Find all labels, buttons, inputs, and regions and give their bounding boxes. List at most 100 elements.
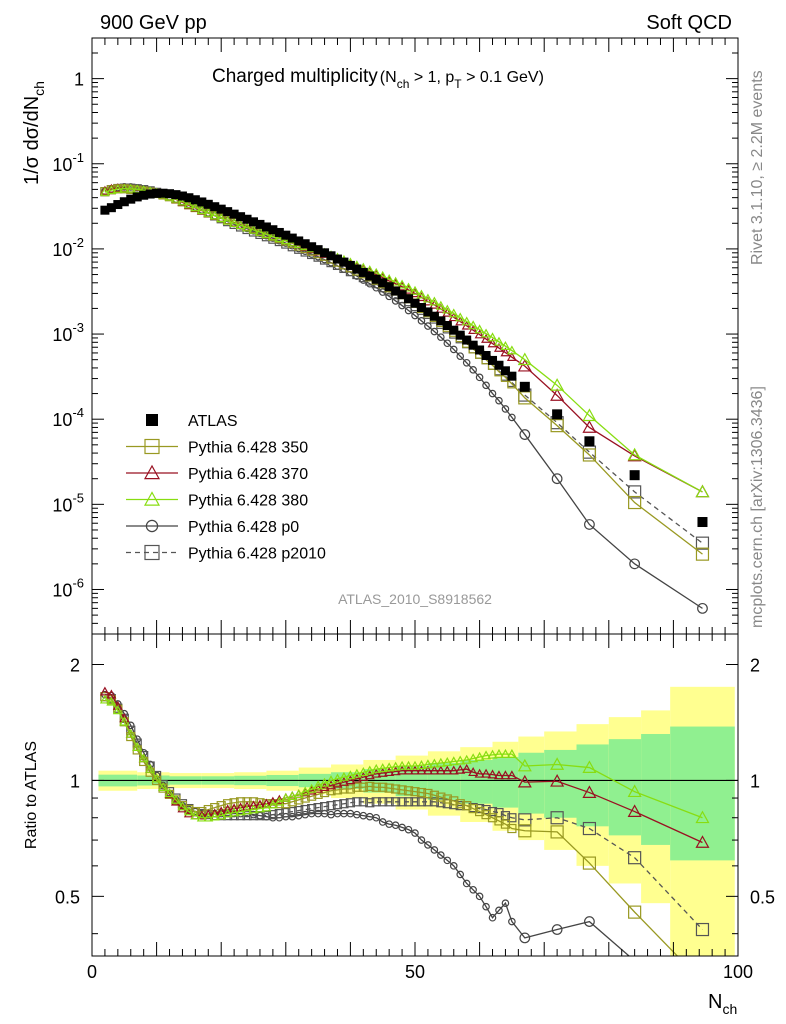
data-point xyxy=(254,226,265,236)
ratio-point xyxy=(132,741,143,751)
data-point xyxy=(397,290,407,300)
ratio-point xyxy=(462,801,472,811)
data-point xyxy=(474,329,485,339)
data-point xyxy=(390,276,401,286)
data-point xyxy=(416,303,426,313)
ratio-point xyxy=(332,773,343,783)
ratio-point xyxy=(125,728,136,738)
data-point xyxy=(487,332,498,342)
ratio-point xyxy=(628,851,642,865)
legend-label: Pythia 6.428 380 xyxy=(188,493,308,510)
ratio-point xyxy=(229,798,239,808)
ratio-point xyxy=(410,787,420,797)
data-point xyxy=(436,316,446,326)
ratio-point xyxy=(584,916,595,927)
ratio-point xyxy=(448,756,459,766)
ratio-point xyxy=(390,761,401,771)
ratio-point xyxy=(442,765,453,775)
uncertainty-band-inner xyxy=(670,726,735,861)
data-point xyxy=(139,190,149,200)
data-point xyxy=(326,251,336,261)
uncertainty-band-inner xyxy=(641,733,671,845)
data-point xyxy=(422,296,433,306)
main-panel: 10-6 10-5 10-4 10-3 10-2 10-1 1 Charged multip… xyxy=(21,37,739,635)
ratio-point xyxy=(517,758,532,772)
ratio-point xyxy=(352,797,362,807)
data-point xyxy=(552,409,563,420)
ratio-point xyxy=(482,902,490,911)
data-point xyxy=(582,448,597,462)
ratio-point xyxy=(345,784,355,794)
data-point xyxy=(177,191,187,201)
data-point xyxy=(385,292,393,301)
ratio-point xyxy=(632,955,638,956)
ratio-point xyxy=(500,748,511,758)
ratio-point xyxy=(442,756,453,767)
x-tick-label: 100 xyxy=(723,962,753,982)
uncertainty-band-inner xyxy=(460,759,493,804)
data-point xyxy=(697,517,708,528)
data-point xyxy=(508,413,516,422)
ratio-point xyxy=(627,804,642,817)
data-point xyxy=(403,282,414,292)
ratio-point xyxy=(326,775,337,785)
ratio-point xyxy=(254,803,265,813)
ratio-point xyxy=(332,800,343,810)
ratio-point xyxy=(550,757,565,770)
data-point xyxy=(197,197,207,207)
ratio-point xyxy=(398,823,406,832)
ratio-point xyxy=(481,804,491,815)
ratio-point xyxy=(151,773,162,783)
data-point xyxy=(100,205,110,215)
ratio-point xyxy=(100,692,110,702)
legend-label: Pythia 6.428 370 xyxy=(188,466,308,483)
data-point xyxy=(482,381,490,390)
ratio-point xyxy=(190,810,201,820)
data-point xyxy=(152,188,162,198)
data-point xyxy=(493,342,504,352)
ratio-point xyxy=(164,788,175,798)
data-point xyxy=(551,473,563,485)
data-point xyxy=(397,279,408,289)
data-point xyxy=(697,602,708,614)
ratio-point xyxy=(371,763,382,773)
ratio-point xyxy=(274,794,285,804)
data-point xyxy=(500,347,511,357)
ratio-point xyxy=(495,906,503,915)
ratio-point xyxy=(403,786,414,796)
ratio-point xyxy=(437,851,445,859)
data-point xyxy=(410,298,420,308)
data-point xyxy=(249,217,258,227)
ratio-point xyxy=(152,775,162,786)
ratio-point xyxy=(377,763,388,773)
data-point xyxy=(456,352,465,360)
data-point xyxy=(209,210,220,220)
data-point xyxy=(429,296,440,306)
y-tick-label: 10-5 xyxy=(52,490,84,515)
ratio-point xyxy=(106,696,117,706)
ratio-frame xyxy=(91,633,739,957)
ratio-point xyxy=(430,846,439,854)
data-point xyxy=(294,236,304,246)
ratio-point xyxy=(435,765,446,775)
ratio-point xyxy=(242,811,252,821)
data-point xyxy=(449,325,459,335)
data-point xyxy=(695,547,710,561)
data-point xyxy=(475,345,485,355)
data-point xyxy=(442,304,453,314)
ratio-y-tick-label-right: 1 xyxy=(750,771,760,791)
ratio-series-pythia-6-428-380 xyxy=(99,694,710,824)
ratio-point xyxy=(488,913,497,922)
ratio-point xyxy=(229,807,240,817)
data-point xyxy=(106,203,116,213)
ratio-point xyxy=(364,765,375,775)
ratio-point xyxy=(422,765,433,775)
ratio-point xyxy=(550,825,564,839)
ratio-point xyxy=(267,799,278,809)
data-point xyxy=(506,351,517,361)
data-point xyxy=(462,358,471,367)
ratio-point xyxy=(112,705,123,715)
data-point xyxy=(358,267,368,277)
data-point xyxy=(455,312,466,322)
ratio-point xyxy=(695,922,710,937)
